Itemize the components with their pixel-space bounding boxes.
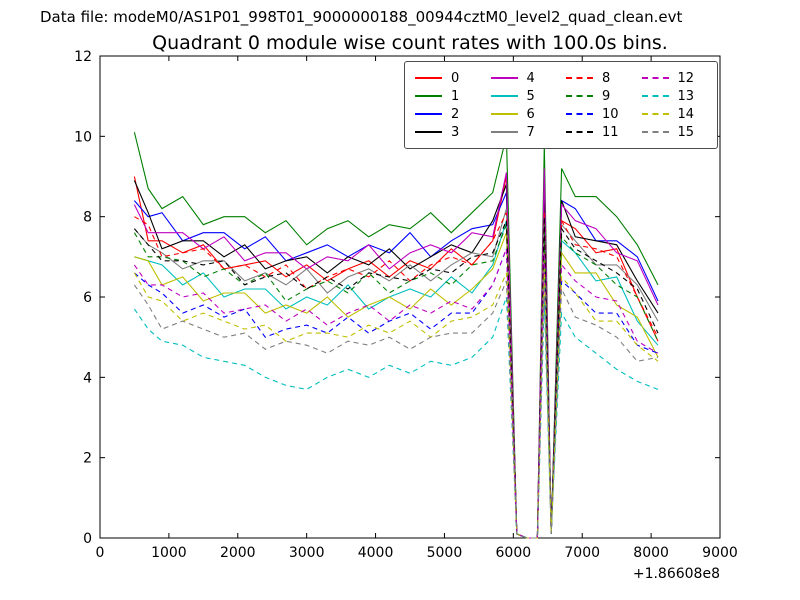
legend-line-sample-15 <box>641 131 669 133</box>
legend-entry-9: 9 <box>566 87 632 105</box>
legend-label-8: 8 <box>602 70 611 86</box>
series-line-7 <box>133 208 659 539</box>
y-tick-label: 12 <box>74 49 92 65</box>
x-tick-label: 2000 <box>220 545 256 561</box>
legend-label-9: 9 <box>602 88 611 104</box>
legend-entry-10: 10 <box>566 105 632 123</box>
legend-line-sample-2 <box>415 113 442 115</box>
x-tick-label: 8000 <box>633 545 669 561</box>
y-tick-label: 4 <box>83 370 92 386</box>
y-tick-label: 10 <box>74 129 92 145</box>
legend-line-sample-1 <box>415 95 442 97</box>
series-line-13 <box>133 296 659 539</box>
series-line-15 <box>133 280 659 539</box>
x-tick-label: 7000 <box>564 545 600 561</box>
series-line-14 <box>133 268 659 539</box>
legend-entry-15: 15 <box>641 123 708 141</box>
series-line-10 <box>134 248 659 539</box>
legend-entry-1: 1 <box>415 87 481 105</box>
legend-entry-0: 0 <box>415 69 481 87</box>
legend-label-7: 7 <box>526 124 535 140</box>
y-tick-label: 0 <box>83 531 92 547</box>
legend-line-sample-13 <box>641 95 669 97</box>
legend-label-1: 1 <box>451 88 460 104</box>
legend-entry-14: 14 <box>641 105 708 123</box>
x-tick-label: 9000 <box>702 545 738 561</box>
legend-line-sample-4 <box>490 77 518 79</box>
y-tick-label: 2 <box>83 451 92 467</box>
y-tick-label: 6 <box>83 290 92 306</box>
x-offset-label: +1.86608e8 <box>633 566 720 582</box>
y-tick-label: 8 <box>83 210 92 226</box>
legend-line-sample-9 <box>566 95 593 97</box>
legend-entry-3: 3 <box>415 123 481 141</box>
legend-label-2: 2 <box>451 106 460 122</box>
legend-label-10: 10 <box>602 106 619 122</box>
legend-line-sample-14 <box>641 113 669 115</box>
series-line-2 <box>133 188 659 539</box>
legend-line-sample-8 <box>566 77 593 79</box>
series-line-11 <box>133 216 659 539</box>
legend-label-6: 6 <box>526 106 535 122</box>
legend-label-5: 5 <box>526 88 535 104</box>
series-line-8 <box>134 212 659 539</box>
legend-label-4: 4 <box>526 70 535 86</box>
x-tick-label: 3000 <box>289 545 325 561</box>
series-line-0 <box>133 176 659 539</box>
series-line-12 <box>133 248 659 539</box>
x-tick-label: 0 <box>96 545 105 561</box>
data-file-label: Data file: modeM0/AS1P01_998T01_90000001… <box>40 8 683 26</box>
legend-entry-11: 11 <box>566 123 632 141</box>
legend-entry-6: 6 <box>490 105 557 123</box>
chart-title: Quadrant 0 module wise count rates with … <box>152 32 668 54</box>
series-line-3 <box>133 180 659 539</box>
legend-line-sample-7 <box>490 131 518 133</box>
legend-entry-13: 13 <box>641 87 708 105</box>
legend-label-13: 13 <box>677 88 695 104</box>
legend-label-15: 15 <box>677 124 695 140</box>
legend-line-sample-12 <box>641 77 669 79</box>
legend-line-sample-10 <box>566 113 593 115</box>
legend-line-sample-0 <box>415 77 442 79</box>
legend-label-0: 0 <box>451 70 460 86</box>
series-line-1 <box>133 132 659 539</box>
series-line-4 <box>133 168 659 539</box>
legend-line-sample-3 <box>415 131 442 133</box>
legend: 0 1 2 3 4 5 6 7 8 9 10 11 12 13 14 15 <box>404 61 718 149</box>
legend-entry-12: 12 <box>641 69 708 87</box>
legend-line-sample-6 <box>490 113 518 115</box>
legend-entry-8: 8 <box>566 69 632 87</box>
x-tick-label: 6000 <box>496 545 532 561</box>
legend-label-3: 3 <box>451 124 460 140</box>
legend-entry-5: 5 <box>490 87 557 105</box>
legend-entry-7: 7 <box>490 123 557 141</box>
legend-label-11: 11 <box>602 124 619 140</box>
legend-label-12: 12 <box>677 70 695 86</box>
series-line-9 <box>133 224 659 539</box>
legend-entry-2: 2 <box>415 105 481 123</box>
legend-line-sample-11 <box>566 131 593 133</box>
legend-label-14: 14 <box>677 106 695 122</box>
x-tick-label: 4000 <box>358 545 394 561</box>
x-tick-label: 5000 <box>427 545 463 561</box>
legend-entry-4: 4 <box>490 69 557 87</box>
series-line-5 <box>134 220 659 539</box>
legend-line-sample-5 <box>490 95 518 97</box>
series-line-6 <box>134 232 659 539</box>
x-tick-label: 1000 <box>151 545 187 561</box>
